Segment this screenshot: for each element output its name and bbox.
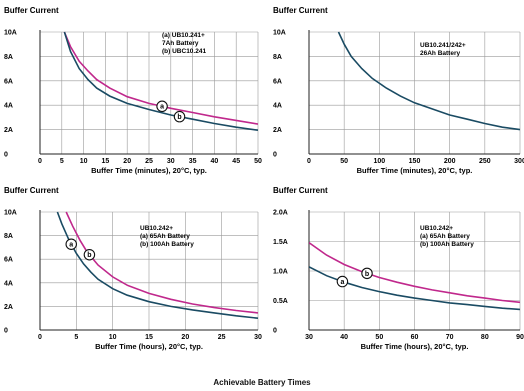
series-marker-label: a xyxy=(340,279,344,286)
y-tick-label: 4A xyxy=(273,103,282,110)
x-tick-label: 5 xyxy=(60,158,64,165)
y-tick-label: 6A xyxy=(4,257,13,264)
annotation-line: (a) 65Ah Battery xyxy=(420,233,470,240)
x-tick-label: 200 xyxy=(444,158,456,165)
chart-title: Buffer Current xyxy=(4,6,59,15)
x-tick-label: 50 xyxy=(254,158,262,165)
y-tick-label: 6A xyxy=(273,78,282,85)
series-marker-label: a xyxy=(160,104,164,111)
x-tick-label: 15 xyxy=(145,334,153,341)
x-tick-label: 0 xyxy=(38,334,42,341)
x-tick-label: 45 xyxy=(232,158,240,165)
x-tick-label: 10 xyxy=(109,334,117,341)
chart-title: Buffer Current xyxy=(273,6,328,15)
series-marker-label: a xyxy=(69,242,73,249)
series-line-1 xyxy=(337,31,520,131)
x-tick-label: 0 xyxy=(307,158,311,165)
x-tick-label: 60 xyxy=(411,334,419,341)
x-tick-label: 0 xyxy=(38,158,42,165)
chart-title: Buffer Current xyxy=(4,186,59,195)
y-tick-label: 1.5A xyxy=(273,239,288,246)
y-tick-label: 4A xyxy=(4,103,13,110)
x-tick-label: 10 xyxy=(80,158,88,165)
y-tick-label: 4A xyxy=(4,280,13,287)
annotation-line: UB10.241/242+ xyxy=(420,42,466,49)
annotation-line: UB10.242+ xyxy=(420,225,453,232)
x-tick-label: 100 xyxy=(373,158,385,165)
chart-panel-4: Buffer Current 0 0.5A 1.0A 1.5A 2.0A 30 40 50 60 7… xyxy=(273,186,524,351)
chart-panel-2: Buffer Current 0 2A 4A 6A 8A 10A 0 50 100 150 200 25… xyxy=(273,6,524,175)
x-tick-label: 5 xyxy=(74,334,78,341)
series-marker-b xyxy=(173,110,186,123)
series-line-b xyxy=(309,242,520,304)
x-tick-label: 150 xyxy=(409,158,421,165)
y-tick-label: 6A xyxy=(4,78,13,85)
y-tick-label: 8A xyxy=(4,233,13,240)
annotation-line: (a) 65Ah Battery xyxy=(140,233,190,240)
x-tick-label: 25 xyxy=(218,334,226,341)
series-marker-label: b xyxy=(177,114,181,121)
annotation-line: (a) UB10.241+ xyxy=(162,32,205,39)
series-marker-b xyxy=(83,248,96,261)
series-marker-label: b xyxy=(87,252,91,259)
x-tick-label: 50 xyxy=(340,158,348,165)
x-axis-label: Buffer Time (hours), 20°C, typ. xyxy=(361,342,469,351)
y-tick-label: 10A xyxy=(273,30,286,37)
x-axis-label: Buffer Time (minutes), 20°C, typ. xyxy=(91,166,207,175)
x-axis-label: Buffer Time (hours), 20°C, typ. xyxy=(95,342,203,351)
chart-panel-3: Buffer Current 0 2A 4A 6A 8A 10A 0 5 10 15 20 25 30 Bu… xyxy=(4,186,262,351)
chart-title: Buffer Current xyxy=(273,186,328,195)
y-tick-label: 10A xyxy=(4,210,17,217)
y-tick-label: 8A xyxy=(4,54,13,61)
annotation-line: (b) UBC10.241 xyxy=(162,48,206,55)
x-tick-label: 300 xyxy=(514,158,524,165)
series-marker-a xyxy=(156,100,168,113)
x-tick-label: 25 xyxy=(145,158,153,165)
series-line-b xyxy=(65,211,258,314)
y-tick-label: 2.0A xyxy=(273,210,288,217)
x-axis-label: Buffer Time (minutes), 20°C, typ. xyxy=(357,166,473,175)
y-tick-label: 1.0A xyxy=(273,269,288,276)
x-tick-label: 30 xyxy=(167,158,175,165)
x-tick-label: 250 xyxy=(479,158,491,165)
y-tick-label: 0 xyxy=(4,328,8,335)
x-tick-label: 35 xyxy=(189,158,197,165)
x-tick-label: 70 xyxy=(446,334,454,341)
y-tick-label: 0.5A xyxy=(273,298,288,305)
annotation-line: 26Ah Battery xyxy=(420,50,460,57)
chart-panel-1: Buffer Current 0 2A 4A 6A 8A 10A 0 5 10 15 20 25 30 35… xyxy=(4,6,262,175)
x-tick-label: 90 xyxy=(516,334,524,341)
x-tick-label: 50 xyxy=(375,334,383,341)
series-line-b xyxy=(63,31,258,131)
y-tick-label: 0 xyxy=(4,152,8,159)
y-tick-label: 10A xyxy=(4,30,17,37)
annotation-line: (b) 100Ah Battery xyxy=(140,241,194,248)
y-tick-label: 0 xyxy=(273,152,277,159)
y-tick-label: 2A xyxy=(273,127,282,134)
y-tick-label: 2A xyxy=(4,304,13,311)
x-tick-label: 40 xyxy=(340,334,348,341)
y-tick-label: 8A xyxy=(273,54,282,61)
series-marker-a xyxy=(65,238,77,250)
x-tick-label: 15 xyxy=(102,158,110,165)
figure-caption: Achievable Battery Times xyxy=(213,378,311,387)
x-tick-label: 80 xyxy=(481,334,489,341)
annotation-line: 7Ah Battery xyxy=(162,40,199,47)
x-tick-label: 20 xyxy=(181,334,189,341)
y-tick-label: 0 xyxy=(273,328,277,335)
series-line-a xyxy=(63,31,258,125)
x-tick-label: 40 xyxy=(211,158,219,165)
x-tick-label: 20 xyxy=(123,158,131,165)
x-tick-label: 30 xyxy=(305,334,313,341)
annotation-line: (b) 100Ah Battery xyxy=(420,241,474,248)
series-marker-label: b xyxy=(365,271,369,278)
annotation-line: UB10.242+ xyxy=(140,225,173,232)
x-tick-label: 30 xyxy=(254,334,262,341)
y-tick-label: 2A xyxy=(4,127,13,134)
series-marker-b xyxy=(361,267,373,280)
series-marker-a xyxy=(336,275,349,288)
